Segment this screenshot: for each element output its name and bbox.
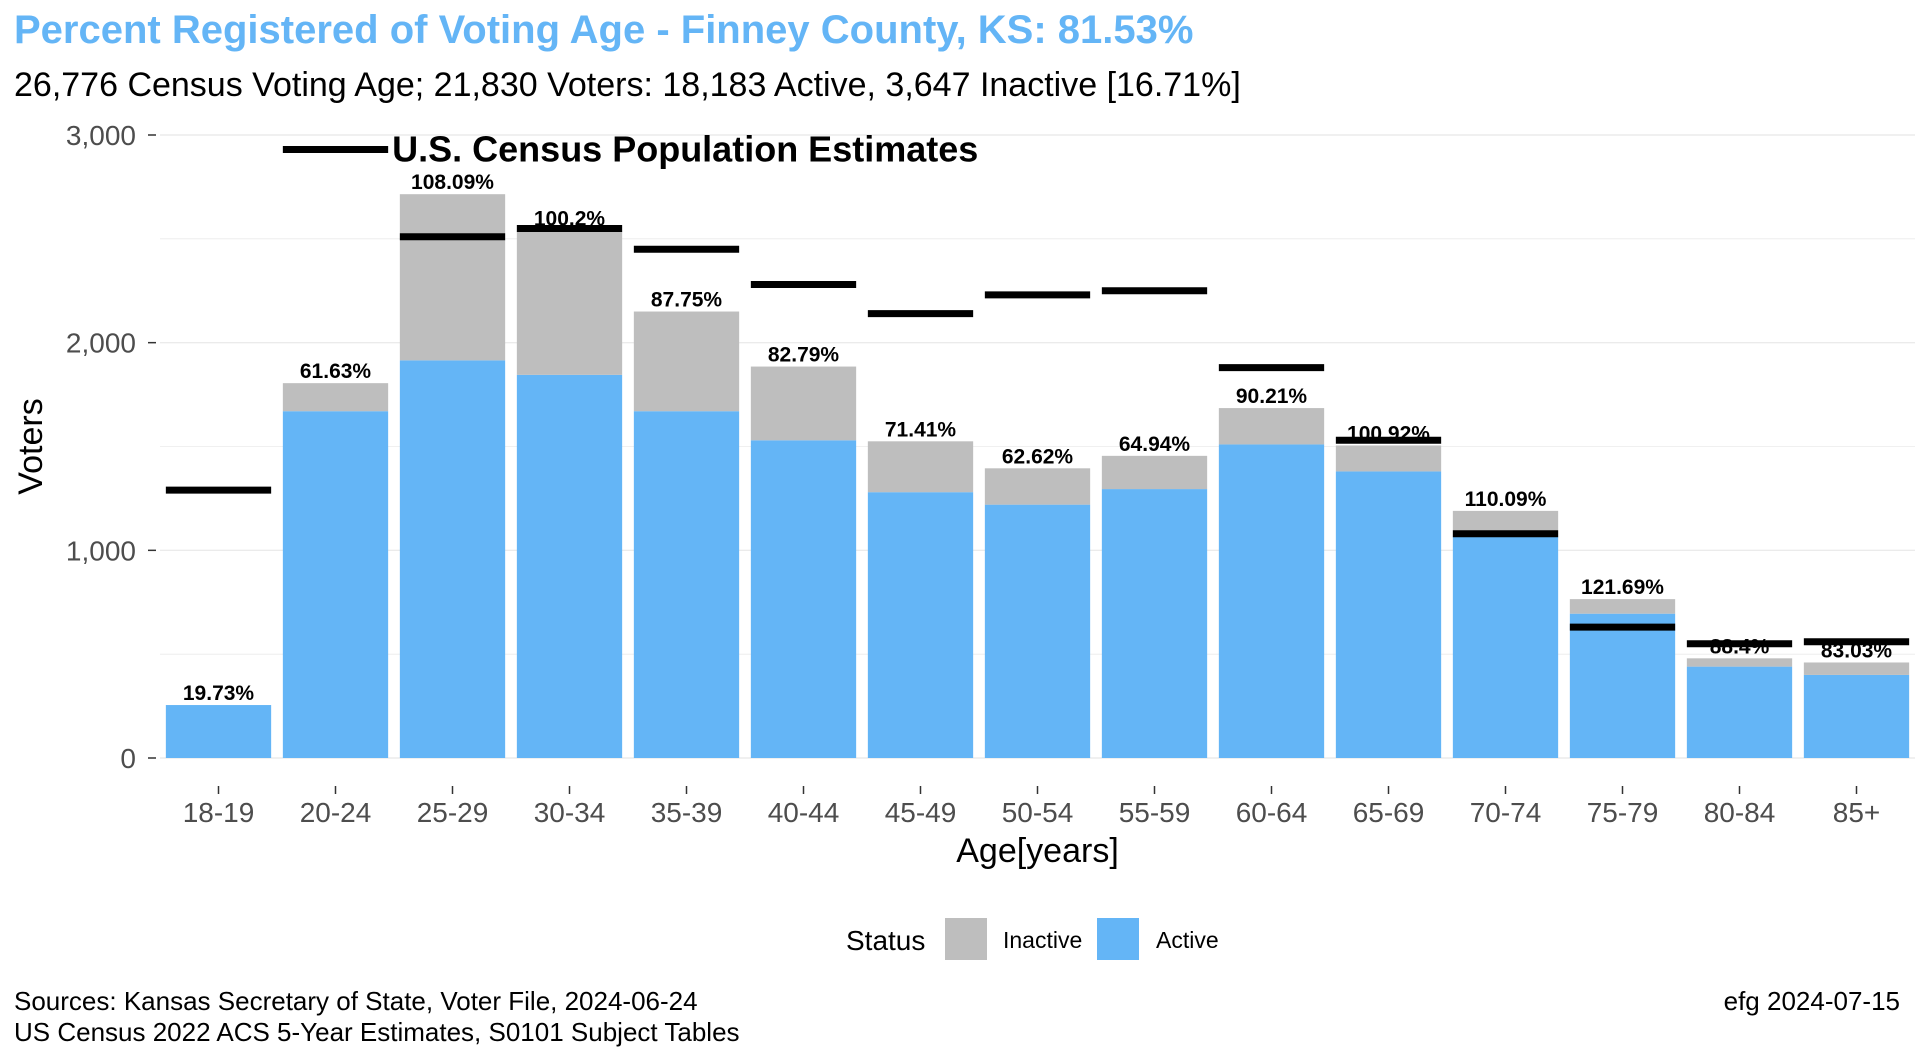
y-tick-label: 1,000	[66, 535, 136, 566]
sources-line-2: US Census 2022 ACS 5-Year Estimates, S01…	[14, 1017, 740, 1047]
y-tick-label: 2,000	[66, 328, 136, 359]
legend-swatch-active	[1097, 918, 1139, 960]
x-tick-label: 35-39	[651, 797, 723, 828]
bar-inactive	[399, 194, 506, 361]
percent-label: 108.09%	[411, 171, 494, 194]
x-tick-label: 75-79	[1587, 797, 1659, 828]
percent-label: 19.73%	[183, 682, 255, 705]
bar-active	[1569, 613, 1676, 758]
axes: 0 1,000 2,000 3,000 18-19 20-24 25-29 30-34 35-3…	[12, 120, 1880, 870]
percent-label: 121.69%	[1581, 576, 1664, 599]
bar-inactive	[633, 311, 740, 412]
x-tick-label: 45-49	[885, 797, 957, 828]
percent-label: 64.94%	[1119, 433, 1191, 456]
bar-inactive	[1686, 658, 1793, 667]
percent-label: 87.75%	[651, 289, 723, 312]
x-tick-label: 55-59	[1119, 797, 1191, 828]
bar-active	[867, 492, 974, 758]
bar-inactive	[984, 468, 1091, 505]
percent-label: 90.21%	[1236, 385, 1308, 408]
bar-active	[516, 374, 623, 758]
bar-active	[984, 504, 1091, 758]
percent-label: 71.41%	[885, 418, 957, 441]
x-tick-label: 60-64	[1236, 797, 1308, 828]
bar-active	[399, 360, 506, 758]
bar-inactive	[750, 366, 857, 441]
bar-inactive	[1101, 455, 1208, 490]
bar-active	[750, 440, 857, 758]
legend: Status Inactive Active	[846, 918, 1219, 960]
credit-label: efg 2024-07-15	[1723, 986, 1900, 1016]
sources-caption: Sources: Kansas Secretary of State, Vote…	[14, 986, 740, 1048]
annotation-group: U.S. Census Population Estimates	[392, 129, 978, 170]
bar-active	[1452, 535, 1559, 758]
percent-label: 88.4%	[1710, 635, 1770, 658]
chart-title: Percent Registered of Voting Age - Finne…	[14, 8, 1194, 52]
sources-line-1: Sources: Kansas Secretary of State, Vote…	[14, 986, 698, 1016]
bar-active	[1803, 674, 1910, 758]
x-axis-title: Age[years]	[956, 832, 1119, 870]
census-annotation: U.S. Census Population Estimates	[392, 129, 978, 170]
bar-active	[1335, 471, 1442, 758]
x-tick-label: 18-19	[183, 797, 255, 828]
bar-inactive	[1335, 445, 1442, 472]
bar-inactive	[1803, 662, 1910, 675]
x-tick-label: 65-69	[1353, 797, 1425, 828]
percent-label: 110.09%	[1465, 488, 1547, 511]
bar-active	[1686, 666, 1793, 758]
chart-subtitle: 26,776 Census Voting Age; 21,830 Voters:…	[14, 66, 1241, 104]
bar-inactive	[867, 441, 974, 493]
x-tick-label: 40-44	[768, 797, 840, 828]
x-tick-label: 30-34	[534, 797, 606, 828]
x-tick-label: 80-84	[1704, 797, 1776, 828]
percent-label: 82.79%	[768, 344, 840, 367]
legend-label-inactive: Inactive	[1003, 927, 1082, 953]
bar-inactive	[1569, 599, 1676, 614]
bars	[165, 194, 1910, 758]
percent-label: 83.03%	[1821, 639, 1893, 662]
y-tick-label: 3,000	[66, 120, 136, 151]
bar-inactive	[1218, 408, 1325, 445]
percent-label: 100.2%	[534, 208, 606, 231]
legend-swatch-inactive	[945, 918, 987, 960]
x-tick-label: 50-54	[1002, 797, 1074, 828]
bar-active	[282, 411, 389, 758]
bar-inactive	[282, 383, 389, 412]
x-tick-label: 20-24	[300, 797, 372, 828]
y-axis-title: Voters	[12, 398, 50, 494]
x-tick-label: 25-29	[417, 797, 489, 828]
bar-active	[1218, 444, 1325, 758]
percent-labels: 19.73% 61.63% 108.09% 100.2% 87.75% 82.79% 71.…	[183, 171, 1893, 705]
percent-label: 62.62%	[1002, 445, 1074, 468]
bar-inactive	[516, 230, 623, 375]
y-tick-label: 0	[120, 743, 136, 774]
bar-active	[165, 705, 272, 758]
bar-active	[633, 411, 740, 758]
legend-label-active: Active	[1156, 927, 1219, 953]
percent-label: 100.92%	[1347, 422, 1430, 445]
x-tick-label: 70-74	[1470, 797, 1542, 828]
percent-label: 61.63%	[300, 360, 372, 383]
bar-active	[1101, 489, 1208, 758]
x-tick-label: 85+	[1833, 797, 1881, 828]
legend-title: Status	[846, 925, 925, 956]
census-markers	[165, 146, 1910, 648]
